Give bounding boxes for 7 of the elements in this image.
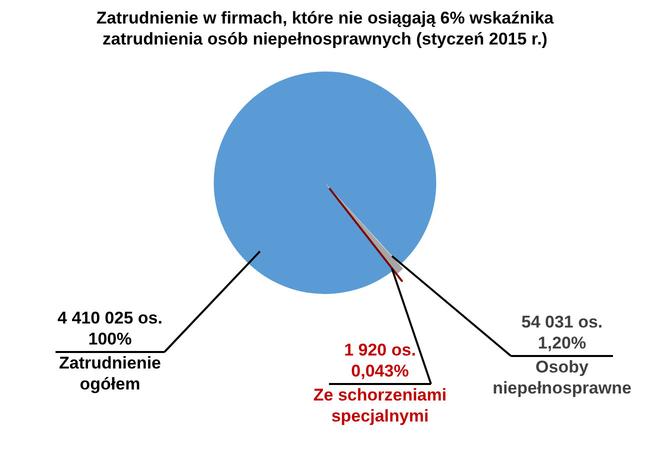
chart-title: Zatrudnienie w firmach, które nie osiągają 6% wskaźnika zatrudnienia osób niepełnosprawnych (styczeń 2015 r.): [96, 8, 554, 49]
slice-label: Ze schorzeniami specjalnymi: [313, 386, 447, 426]
slice-label: Zatrudnienie ogółem: [58, 354, 162, 394]
data-label: 54 031 os. 1,20%: [521, 312, 603, 353]
slice-label: Osoby niepełnosprawne: [492, 358, 632, 398]
data-label: 1 920 os. 0,043%: [344, 340, 416, 381]
data-label: 4 410 025 os. 100%: [58, 308, 162, 349]
